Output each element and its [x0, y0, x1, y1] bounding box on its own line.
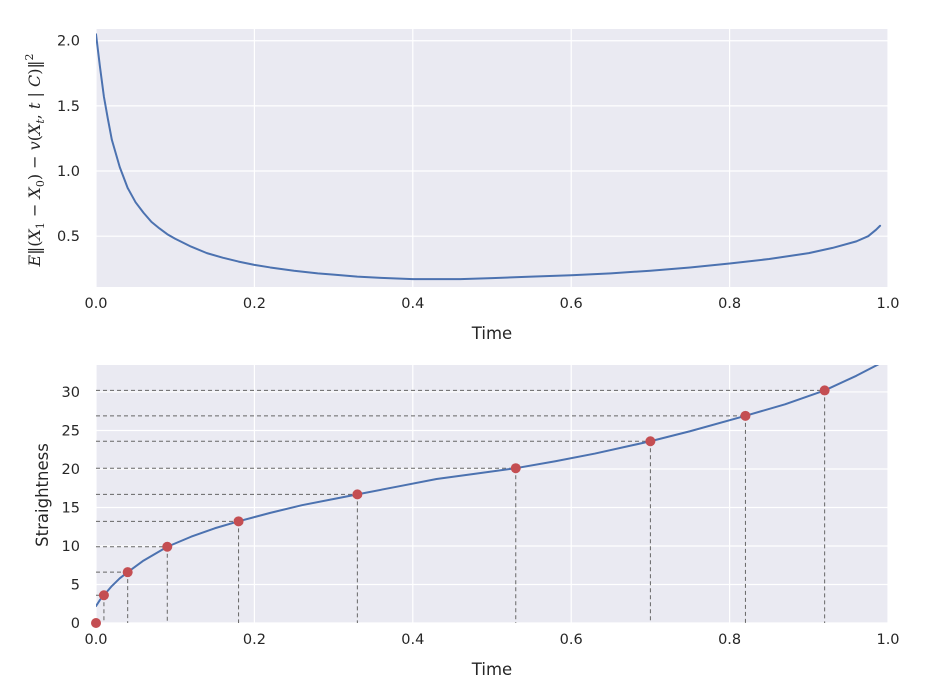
bottom-y-axis-label: Straightness [33, 443, 52, 547]
bottom-y-tick-label: 25 [62, 423, 80, 439]
top-x-tick-label: 0.0 [84, 296, 107, 312]
bottom-x-axis-label: Time [471, 660, 512, 679]
marker-point [740, 410, 751, 421]
bottom-plot-area [96, 365, 888, 623]
top-y-axis-label: E‖(X1 − X0) − v(Xt, t | C)‖2 [23, 54, 47, 268]
bottom-y-tick-label: 15 [62, 500, 80, 516]
bottom-y-tick-label: 10 [62, 539, 80, 555]
bottom-y-tick-label: 30 [62, 385, 80, 401]
marker-point [819, 385, 830, 396]
bottom-x-tick-label: 0.0 [84, 632, 107, 648]
marker-point [122, 567, 133, 578]
bottom-x-tick-label: 0.8 [718, 632, 741, 648]
marker-point [162, 541, 173, 552]
top-x-tick-label: 0.8 [718, 296, 741, 312]
bottom-x-tick-label: 1.0 [876, 632, 899, 648]
marker-point [645, 436, 656, 447]
top-x-axis-label: Time [471, 324, 512, 343]
bottom-series-line [96, 365, 880, 608]
loss-panel: 0.0 0.2 0.4 0.6 0.8 1.0 0.5 1.0 1.5 2.0 [57, 29, 900, 312]
markers [91, 385, 830, 628]
marker-point [98, 590, 109, 601]
marker-point [233, 516, 244, 527]
bottom-y-tick-label: 20 [62, 462, 80, 478]
bottom-x-tick-label: 0.6 [560, 632, 583, 648]
top-x-tick-label: 0.2 [243, 296, 266, 312]
top-y-tick-label: 2.0 [57, 34, 80, 50]
top-x-tick-label: 1.0 [876, 296, 899, 312]
top-y-tick-label: 1.0 [57, 164, 80, 180]
guide-lines [96, 389, 826, 623]
top-y-tick-label: 1.5 [57, 99, 80, 115]
marker-point [91, 618, 101, 628]
top-x-tick-label: 0.4 [401, 296, 424, 312]
top-plot-area [96, 29, 888, 287]
marker-point [352, 489, 363, 500]
marker-point [510, 463, 521, 474]
top-y-tick-label: 0.5 [57, 229, 80, 245]
straightness-panel: 0.0 0.2 0.4 0.6 0.8 1.0 0 5 10 15 20 25 30 [62, 365, 900, 648]
bottom-x-tick-label: 0.2 [243, 632, 266, 648]
bottom-x-tick-label: 0.4 [401, 632, 424, 648]
bottom-y-tick-label: 0 [71, 616, 80, 632]
top-x-tick-label: 0.6 [560, 296, 583, 312]
top-series-line [96, 33, 882, 281]
bottom-y-tick-label: 5 [71, 577, 80, 593]
